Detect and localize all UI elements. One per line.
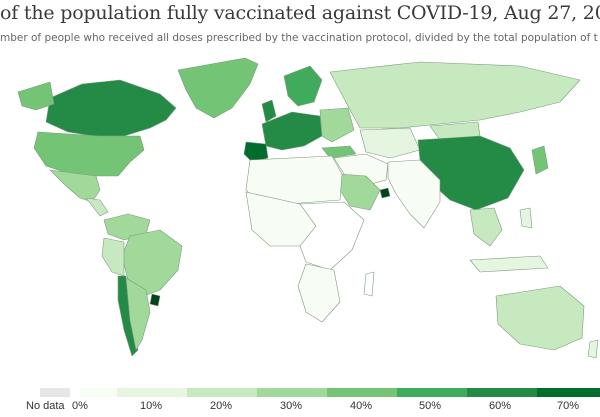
map-title: of the population fully vaccinated again… (0, 2, 600, 24)
legend-tick-30: 30% (280, 400, 303, 412)
world-map (17, 57, 599, 359)
legend-bin-0 (80, 388, 117, 397)
legend-no-data-label: No data (26, 400, 65, 412)
region-central-america[interactable] (85, 197, 109, 217)
legend-tick-40: 40% (350, 400, 373, 412)
legend-tick-60: 60% (489, 400, 512, 412)
region-uk[interactable] (261, 99, 277, 123)
legend-bin-6 (467, 388, 537, 397)
legend-tick-20: 20% (210, 400, 233, 412)
region-eastern-europe[interactable] (319, 107, 355, 143)
region-canada[interactable] (45, 79, 177, 137)
legend-bin-7 (537, 388, 600, 397)
region-scandinavia[interactable] (283, 65, 323, 107)
region-greenland[interactable] (177, 57, 259, 119)
region-uruguay[interactable] (149, 293, 161, 307)
region-southern-africa[interactable] (297, 263, 341, 323)
legend-bin-5 (397, 388, 467, 397)
legend-bin-3 (257, 388, 327, 397)
region-usa[interactable] (33, 131, 145, 177)
map-subtitle: mber of people who received all doses pr… (0, 32, 598, 44)
legend-bin-4 (327, 388, 397, 397)
region-western-europe[interactable] (261, 111, 323, 151)
region-uae[interactable] (379, 187, 391, 199)
legend-tick-10: 10% (140, 400, 163, 412)
region-middle-east[interactable] (333, 153, 389, 187)
region-central-asia[interactable] (359, 127, 421, 159)
region-indonesia[interactable] (469, 255, 549, 273)
region-japan[interactable] (531, 145, 549, 175)
region-south-asia[interactable] (387, 159, 441, 229)
region-southeast-asia[interactable] (469, 207, 503, 247)
region-turkey[interactable] (321, 145, 357, 159)
legend-no-data-swatch (40, 388, 70, 397)
region-argentina[interactable] (125, 277, 151, 351)
region-new-zealand[interactable] (587, 339, 599, 359)
region-east-africa[interactable] (299, 201, 365, 271)
region-madagascar[interactable] (363, 271, 375, 297)
region-alaska[interactable] (17, 81, 55, 111)
legend-tick-0: 0% (72, 400, 88, 412)
region-north-africa[interactable] (245, 155, 343, 207)
legend-bin-2 (187, 388, 257, 397)
region-peru-bolivia[interactable] (101, 237, 125, 277)
region-russia[interactable] (329, 61, 581, 129)
legend-tick-50: 50% (419, 400, 442, 412)
legend-tick-70: 70% (557, 400, 580, 412)
legend-bin-1 (117, 388, 187, 397)
legend: No data 0% 10% 20% 30% 40% 50% 60% 70% (0, 388, 600, 417)
region-philippines[interactable] (519, 207, 533, 229)
region-australia[interactable] (495, 285, 585, 351)
